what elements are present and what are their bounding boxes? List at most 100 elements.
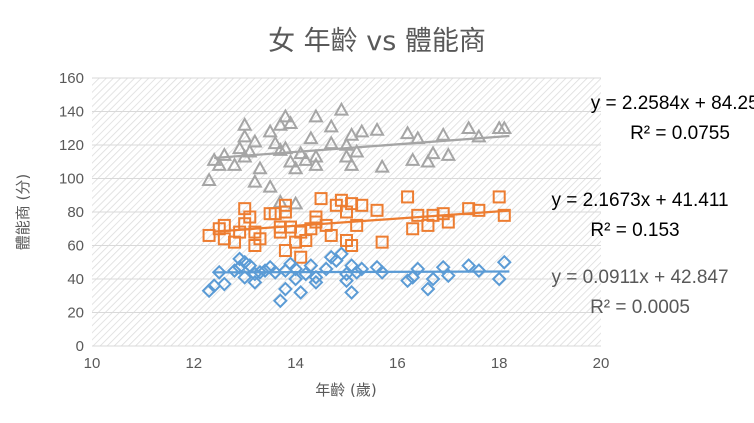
diamond-point-39 [420, 281, 436, 297]
triangle-point-49 [496, 120, 512, 135]
diamond-point-20 [298, 266, 314, 282]
chart-title: 女 年齡 vs 體能商 [268, 26, 486, 57]
y-tick-label-2: 40 [67, 271, 84, 288]
triangle-point-39 [399, 125, 416, 140]
triangle-point-45 [440, 146, 456, 161]
square-point-35 [355, 198, 369, 212]
diamond-point-7 [237, 269, 253, 285]
triangle-point-35 [348, 143, 365, 158]
x-tick-label-0: 10 [84, 355, 101, 372]
triangle-point-17 [277, 108, 294, 123]
triangle-point-4 [226, 157, 243, 171]
x-tick-label-4: 18 [491, 355, 508, 372]
square-point-25 [314, 192, 328, 206]
triangle-point-30 [333, 101, 350, 116]
diamond-point-3 [216, 276, 232, 292]
diamond-point-18 [288, 271, 304, 287]
diamond-point-32 [349, 264, 365, 280]
triangle-point-1 [206, 152, 222, 166]
diamond-point-37 [405, 269, 421, 285]
triangle-point-0 [201, 172, 217, 186]
diamond-point-42 [440, 268, 456, 284]
diamond-point-10 [247, 274, 263, 290]
triangle-point-51 [287, 195, 304, 210]
diamond-point-23 [308, 269, 324, 285]
data-points [201, 101, 512, 309]
diamond-point-46 [496, 254, 512, 270]
diamond-point-30 [344, 284, 360, 300]
diamond-point-44 [471, 263, 487, 279]
y-tick-label-8: 160 [59, 70, 84, 87]
square-point-32 [345, 239, 359, 252]
diamond-point-29 [339, 273, 354, 289]
equation-gray: y = 2.2584x + 84.258 [591, 93, 754, 114]
y-tick-label-0: 0 [76, 338, 84, 355]
diamond-point-11 [252, 264, 268, 280]
square-point-37 [375, 235, 389, 249]
r2-orange: R² = 0.153 [590, 220, 679, 241]
y-tick-label-4: 80 [67, 204, 84, 221]
square-point-15 [278, 244, 292, 258]
x-axis-title: 年齡 (歲) [315, 381, 376, 399]
square-point-27 [324, 228, 338, 242]
y-tick-label-3: 60 [67, 238, 84, 255]
square-point-48 [497, 208, 511, 222]
triangle-point-27 [308, 108, 324, 123]
diamond-point-49 [288, 261, 304, 277]
triangle-point-21 [287, 160, 304, 175]
trendline-triangle [214, 134, 510, 160]
triangle-point-18 [277, 140, 294, 155]
square-point-38 [401, 190, 415, 204]
triangle-point-43 [425, 145, 441, 160]
equation-blue: y = 0.0911x + 42.847 [551, 267, 728, 288]
triangle-point-44 [435, 126, 451, 141]
x-tick-label-2: 14 [287, 355, 304, 372]
diamond-point-43 [461, 258, 477, 274]
diamond-point-35 [374, 264, 390, 280]
y-tick-label-7: 140 [59, 104, 84, 121]
square-point-21 [294, 250, 308, 264]
square-point-16 [278, 198, 292, 212]
square-point-44 [441, 215, 455, 229]
diamond-point-27 [333, 246, 349, 262]
triangle-point-8 [237, 128, 253, 143]
triangle-point-41 [410, 130, 426, 145]
diamond-point-47 [232, 251, 248, 267]
triangle-point-29 [323, 118, 339, 133]
triangle-point-10 [247, 133, 263, 148]
triangle-point-46 [460, 120, 477, 135]
square-point-39 [406, 222, 420, 236]
diamond-point-21 [303, 258, 319, 274]
diamond-point-0 [201, 283, 217, 299]
triangle-point-26 [308, 157, 324, 171]
triangle-point-14 [267, 135, 283, 150]
triangle-point-5 [231, 140, 248, 155]
triangle-point-3 [216, 146, 233, 161]
square-point-49 [309, 215, 323, 229]
triangle-point-32 [338, 148, 355, 163]
square-point-34 [350, 218, 364, 232]
triangle-point-42 [420, 153, 436, 168]
triangle-point-20 [282, 153, 299, 168]
y-tick-label-6: 120 [59, 137, 84, 154]
triangle-point-33 [343, 157, 360, 171]
triangle-point-25 [308, 148, 324, 163]
diamond-point-24 [318, 261, 334, 277]
diamond-point-14 [272, 293, 288, 309]
r2-gray: R² = 0.0755 [630, 123, 730, 144]
equation-orange: y = 2.1673x + 41.411 [551, 190, 728, 211]
diamond-point-4 [227, 263, 242, 279]
triangle-point-16 [272, 141, 289, 156]
triangle-point-2 [211, 157, 227, 171]
square-point-36 [370, 203, 384, 217]
diamond-point-38 [410, 261, 426, 277]
x-tick-label-1: 12 [185, 355, 202, 372]
diamond-point-48 [257, 263, 273, 279]
triangle-point-13 [262, 123, 278, 138]
triangle-point-12 [252, 160, 268, 175]
triangle-point-47 [471, 128, 487, 143]
triangle-point-23 [298, 152, 314, 166]
x-tick-label-5: 20 [593, 355, 610, 372]
r2-blue: R² = 0.0005 [590, 297, 690, 318]
